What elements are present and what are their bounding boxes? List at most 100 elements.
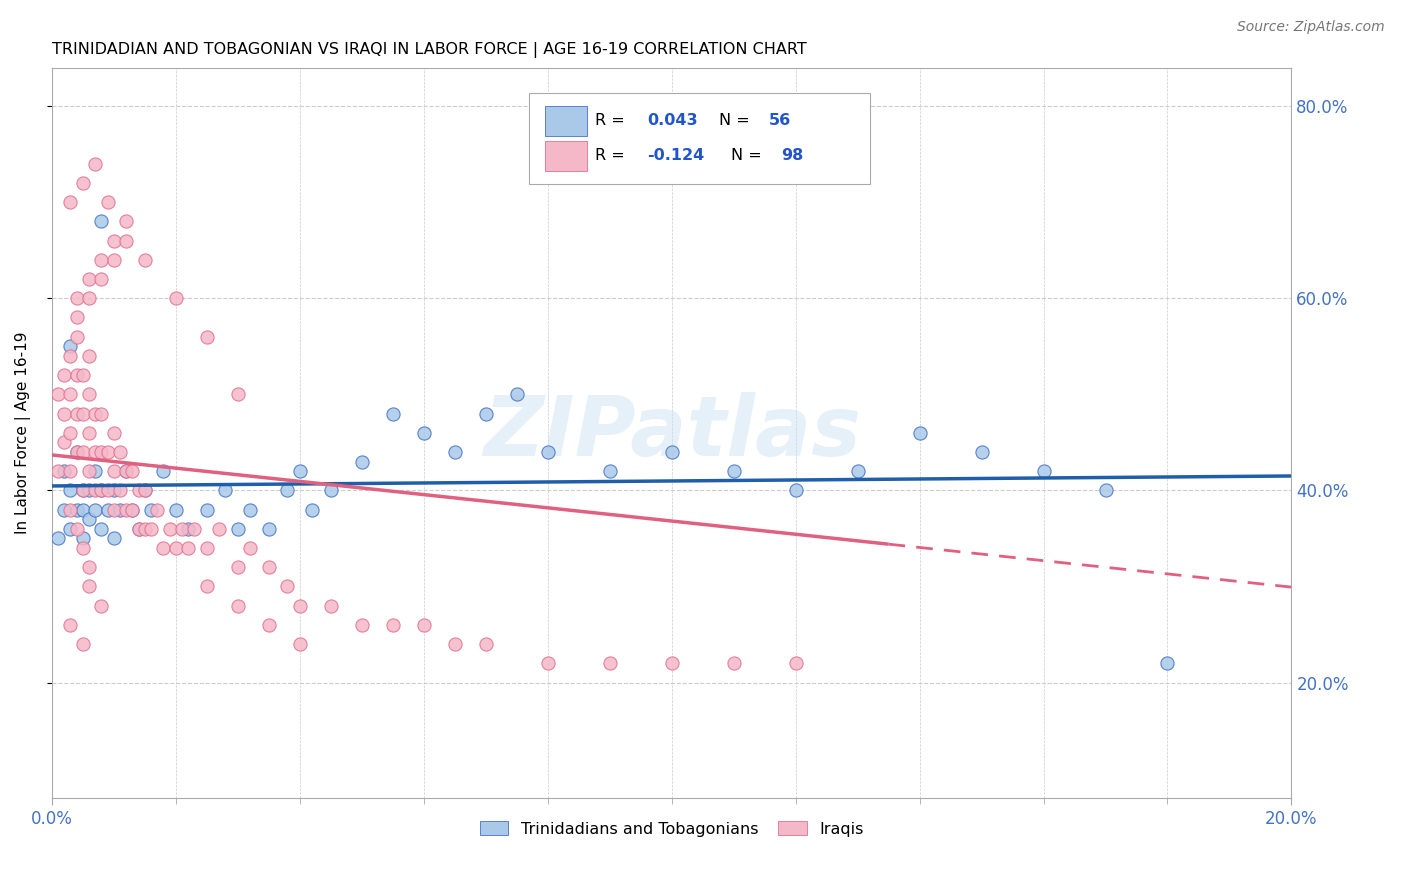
Point [128, 522, 150, 536]
Text: Source: ZipAtlas.com: Source: ZipAtlas.com [1237, 20, 1385, 34]
Point [65, 445, 87, 459]
Point [183, 522, 205, 536]
Point [65, 445, 87, 459]
Point [319, 483, 342, 498]
Point [1032, 464, 1054, 478]
Point [177, 522, 200, 536]
Point [170, 522, 193, 536]
Point [84, 445, 107, 459]
Point [115, 214, 138, 228]
Point [350, 454, 373, 468]
Point [65, 502, 87, 516]
Point [59, 618, 82, 632]
Point [90, 599, 112, 613]
Point [661, 657, 683, 671]
Point [103, 502, 125, 516]
Point [59, 522, 82, 536]
Point [474, 407, 496, 421]
Point [257, 560, 280, 574]
Point [77, 349, 100, 363]
Point [72, 502, 94, 516]
Point [103, 234, 125, 248]
Point [77, 272, 100, 286]
Point [288, 599, 311, 613]
Point [134, 522, 156, 536]
Point [152, 464, 174, 478]
Point [443, 445, 465, 459]
Point [103, 464, 125, 478]
Point [72, 176, 94, 190]
Point [208, 522, 231, 536]
Point [72, 368, 94, 382]
Point [53, 407, 76, 421]
Text: N =: N = [718, 112, 755, 128]
Point [350, 618, 373, 632]
Point [103, 532, 125, 546]
Point [146, 502, 169, 516]
Point [108, 445, 131, 459]
Point [599, 464, 621, 478]
Point [381, 618, 404, 632]
Point [84, 464, 107, 478]
Point [46, 532, 69, 546]
Point [970, 445, 993, 459]
Text: 98: 98 [780, 148, 803, 163]
Point [121, 502, 143, 516]
Legend: Trinidadians and Tobagonians, Iraqis: Trinidadians and Tobagonians, Iraqis [471, 813, 872, 845]
Point [46, 387, 69, 401]
Point [134, 483, 156, 498]
Point [1156, 657, 1178, 671]
Point [59, 349, 82, 363]
Text: -0.124: -0.124 [647, 148, 704, 163]
Point [128, 522, 150, 536]
Point [77, 483, 100, 498]
Point [84, 502, 107, 516]
Point [77, 387, 100, 401]
Point [115, 464, 138, 478]
Point [412, 425, 434, 440]
Point [53, 464, 76, 478]
Point [159, 522, 181, 536]
Point [59, 195, 82, 210]
Point [288, 637, 311, 651]
Point [65, 522, 87, 536]
Point [90, 445, 112, 459]
Point [785, 483, 807, 498]
Point [77, 560, 100, 574]
Point [276, 579, 298, 593]
Point [288, 464, 311, 478]
Point [72, 483, 94, 498]
Point [90, 483, 112, 498]
Point [53, 502, 76, 516]
Point [443, 637, 465, 651]
Point [72, 445, 94, 459]
Point [214, 483, 236, 498]
Point [72, 532, 94, 546]
Point [46, 464, 69, 478]
Y-axis label: In Labor Force | Age 16-19: In Labor Force | Age 16-19 [15, 332, 31, 534]
Point [53, 435, 76, 450]
Point [301, 502, 323, 516]
Point [84, 483, 107, 498]
Point [90, 483, 112, 498]
FancyBboxPatch shape [529, 93, 870, 185]
Point [90, 252, 112, 267]
Point [103, 425, 125, 440]
Point [257, 618, 280, 632]
Point [226, 560, 249, 574]
Text: N =: N = [731, 148, 768, 163]
Point [319, 599, 342, 613]
Point [103, 483, 125, 498]
Point [72, 541, 94, 555]
Point [121, 502, 143, 516]
Point [195, 502, 218, 516]
Point [505, 387, 527, 401]
Point [177, 541, 200, 555]
Text: R =: R = [595, 148, 630, 163]
Point [59, 464, 82, 478]
Point [412, 618, 434, 632]
Point [59, 387, 82, 401]
Text: ZIPatlas: ZIPatlas [482, 392, 860, 474]
Point [108, 483, 131, 498]
Point [1094, 483, 1116, 498]
